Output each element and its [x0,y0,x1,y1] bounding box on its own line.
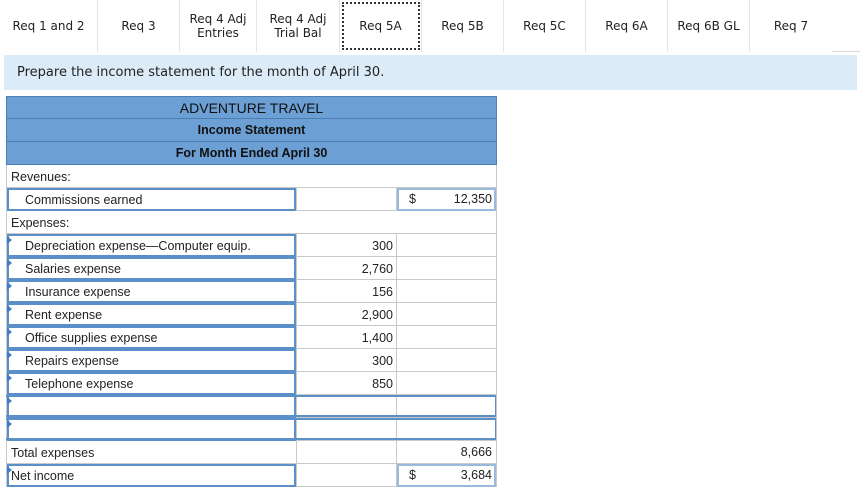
expense-account-field[interactable]: Telephone expense [6,372,297,395]
tab-req-1-and-2[interactable]: Req 1 and 2 [0,0,98,52]
instruction-banner: Prepare the income statement for the mon… [4,55,857,90]
tab-req-7[interactable]: Req 7 [750,0,832,52]
revenue-account-label: Commissions earned [25,192,143,207]
statement-period-header: For Month Ended April 30 [6,142,497,165]
revenue-row: Commissions earned $ 12,350 [6,188,497,211]
expense-amount-field[interactable]: 156 [297,280,397,303]
expense-account-field[interactable]: Office supplies expense [6,326,297,349]
revenue-currency: $ [409,192,416,206]
expense-amount-field[interactable]: 1,400 [297,326,397,349]
expenses-label: Expenses: [11,215,70,230]
expense-row: Repairs expense 300 [6,349,497,372]
tab-req-6b-gl[interactable]: Req 6B GL [668,0,750,52]
total-expenses-row: Total expenses 8,666 [6,441,497,464]
expense-amount-field[interactable] [6,418,497,441]
total-expenses-detail-field [297,441,397,464]
revenue-amount: 12,350 [453,192,492,206]
total-expenses-label-field: Total expenses [6,441,297,464]
expense-amount-field[interactable] [6,395,497,418]
revenues-section-row: Revenues: [6,165,497,188]
expense-amount-field[interactable]: 2,900 [297,303,397,326]
expenses-section-row: Expenses: [6,211,497,234]
tab-req-4-adj-entries[interactable]: Req 4 Adj Entries [180,0,257,52]
net-income-account-field[interactable]: Net income [6,464,297,487]
total-expenses-label: Total expenses [11,445,95,460]
net-income-row: Net income $ 3,684 [6,464,497,487]
net-income-label: Net income [11,468,75,483]
expense-total-field[interactable] [397,257,497,280]
expense-total-field[interactable] [397,395,497,418]
expense-account-field[interactable]: Repairs expense [6,349,297,372]
expense-amount-field[interactable]: 300 [297,234,397,257]
expense-total-field[interactable] [397,303,497,326]
revenue-detail-field[interactable] [297,188,397,211]
expense-amount-field[interactable]: 850 [297,372,397,395]
expense-amount-field[interactable]: 2,760 [297,257,397,280]
tab-req-5b[interactable]: Req 5B [422,0,504,52]
net-income-amount: 3,684 [460,468,492,482]
revenue-amount-field[interactable]: $ 12,350 [397,188,497,211]
tab-req-4-adj-trial-bal[interactable]: Req 4 Adj Trial Bal [257,0,340,52]
expense-row-empty [6,418,497,441]
revenues-label: Revenues: [11,169,71,184]
revenue-account-field[interactable]: Commissions earned [6,188,297,211]
income-statement-table: ADVENTURE TRAVEL Income Statement For Mo… [6,96,497,487]
tab-req-6a[interactable]: Req 6A [586,0,668,52]
expense-amount-field[interactable]: 300 [297,349,397,372]
expense-row: Depreciation expense—Computer equip. 300 [6,234,497,257]
statement-title-header: Income Statement [6,119,497,142]
expense-total-field[interactable] [397,372,497,395]
expense-row-empty [6,395,497,418]
tab-req-3[interactable]: Req 3 [98,0,180,52]
expense-total-field[interactable] [397,349,497,372]
expense-row: Insurance expense 156 [6,280,497,303]
net-income-currency: $ [409,468,416,482]
expense-account-field[interactable]: Insurance expense [6,280,297,303]
expense-row: Rent expense 2,900 [6,303,497,326]
requirement-tabs: Req 1 and 2 Req 3 Req 4 Adj Entries Req … [0,0,860,52]
net-income-amount-field[interactable]: $ 3,684 [397,464,497,487]
expense-row: Telephone expense 850 [6,372,497,395]
expense-account-field[interactable]: Rent expense [6,303,297,326]
expense-total-field[interactable] [397,234,497,257]
expense-row: Office supplies expense 1,400 [6,326,497,349]
expense-row: Salaries expense 2,760 [6,257,497,280]
total-expenses-amount: 8,666 [460,445,492,459]
expense-account-field[interactable]: Depreciation expense—Computer equip. [6,234,297,257]
expense-total-field[interactable] [397,418,497,441]
tab-req-5a[interactable]: Req 5A [340,0,422,52]
expense-total-field[interactable] [397,326,497,349]
company-name-header: ADVENTURE TRAVEL [6,96,497,119]
net-income-detail-field [297,464,397,487]
expense-total-field[interactable] [397,280,497,303]
expense-account-field[interactable]: Salaries expense [6,257,297,280]
tab-req-5c[interactable]: Req 5C [504,0,586,52]
total-expenses-amount-field[interactable]: 8,666 [397,441,497,464]
instruction-text: Prepare the income statement for the mon… [17,65,385,80]
